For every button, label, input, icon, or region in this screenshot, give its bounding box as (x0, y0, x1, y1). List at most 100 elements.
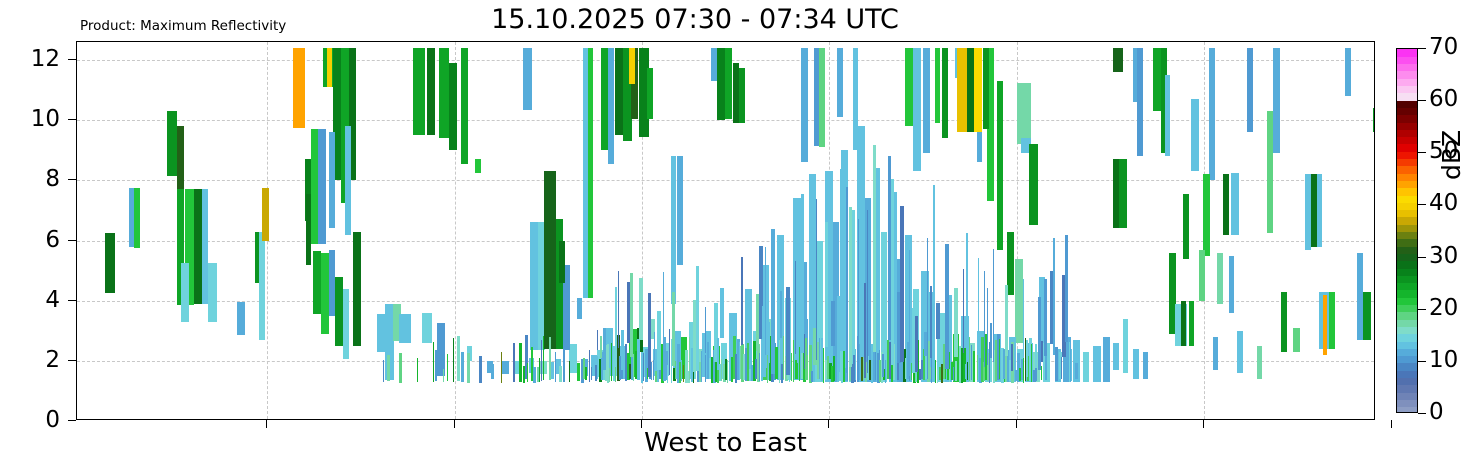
reflectivity-column (1229, 255, 1234, 313)
reflectivity-column (237, 302, 245, 336)
reflectivity-column (621, 330, 624, 370)
y-axis-tick (68, 179, 76, 181)
colorbar-tick (1418, 360, 1426, 362)
reflectivity-column (1035, 344, 1037, 369)
colorbar-segment (1397, 297, 1417, 306)
x-axis-tick (266, 420, 267, 428)
reflectivity-column (805, 337, 808, 381)
reflectivity-column (1065, 235, 1068, 343)
colorbar-segment (1397, 129, 1417, 138)
reflectivity-column (551, 361, 554, 379)
reflectivity-column (795, 359, 797, 380)
reflectivity-column (837, 295, 840, 372)
reflectivity-column (711, 48, 718, 82)
reflectivity-column (909, 249, 910, 376)
reflectivity-column (969, 342, 975, 382)
reflectivity-column (865, 362, 867, 382)
colorbar-segment (1397, 275, 1417, 284)
reflectivity-column (353, 231, 361, 346)
colorbar-title: dBZ (1437, 129, 1466, 180)
reflectivity-column (817, 240, 823, 382)
reflectivity-column (601, 351, 603, 381)
reflectivity-column (977, 330, 984, 382)
reflectivity-column (641, 352, 643, 383)
reflectivity-column (983, 48, 989, 130)
reflectivity-column (167, 111, 177, 176)
reflectivity-column (953, 333, 959, 382)
reflectivity-column (949, 369, 950, 383)
reflectivity-column (771, 229, 775, 375)
reflectivity-column (717, 48, 725, 121)
reflectivity-column (1021, 138, 1031, 154)
reflectivity-column (799, 347, 800, 382)
reflectivity-column (629, 48, 635, 85)
colorbar-segment (1397, 289, 1417, 298)
reflectivity-column (523, 48, 532, 110)
colorbar-segment (1397, 224, 1417, 233)
reflectivity-column (605, 327, 613, 376)
reflectivity-column (929, 367, 932, 379)
reflectivity-column (1038, 297, 1041, 371)
reflectivity-column (1005, 341, 1008, 383)
reflectivity-column (677, 344, 680, 383)
colorbar-tick (1418, 413, 1426, 414)
reflectivity-column (979, 358, 982, 383)
colorbar-segment (1397, 355, 1417, 364)
reflectivity-column (747, 342, 749, 382)
reflectivity-column (1003, 348, 1005, 380)
reflectivity-column (985, 333, 987, 380)
reflectivity-column (693, 300, 696, 373)
reflectivity-column (941, 363, 943, 383)
reflectivity-column (858, 218, 859, 342)
reflectivity-column (1363, 291, 1371, 340)
reflectivity-column (857, 336, 859, 382)
reflectivity-column (544, 171, 556, 349)
reflectivity-column (879, 360, 881, 383)
reflectivity-column (951, 361, 953, 380)
reflectivity-column (1041, 365, 1042, 381)
reflectivity-column (729, 370, 732, 381)
reflectivity-column (447, 353, 448, 381)
reflectivity-column (765, 246, 766, 355)
reflectivity-column (723, 364, 726, 383)
reflectivity-column (915, 315, 918, 373)
reflectivity-column (819, 337, 820, 380)
colorbar-segment (1397, 282, 1417, 291)
colorbar-segment (1397, 151, 1417, 160)
reflectivity-column (669, 328, 670, 375)
colorbar-segment (1397, 107, 1417, 116)
reflectivity-column (681, 359, 682, 381)
reflectivity-column (1199, 249, 1205, 301)
reflectivity-column (1317, 174, 1322, 247)
reflectivity-column (1050, 270, 1053, 345)
reflectivity-column (1017, 82, 1031, 145)
colorbar-segment (1397, 326, 1417, 335)
reflectivity-column (885, 360, 886, 384)
reflectivity-column (841, 150, 848, 382)
reflectivity-column (925, 333, 928, 380)
reflectivity-column (461, 352, 464, 383)
reflectivity-column (1033, 369, 1036, 382)
reflectivity-column (659, 365, 662, 380)
reflectivity-column (831, 301, 835, 346)
reflectivity-column (588, 48, 593, 298)
reflectivity-column (202, 189, 208, 304)
reflectivity-column (1293, 327, 1300, 352)
reflectivity-column (437, 323, 445, 376)
reflectivity-column (731, 357, 733, 383)
reflectivity-column (422, 312, 432, 343)
reflectivity-column (819, 48, 825, 148)
reflectivity-column (987, 352, 989, 381)
reflectivity-column (999, 339, 1000, 380)
reflectivity-heatmap (77, 42, 1374, 419)
reflectivity-column (609, 367, 610, 383)
reflectivity-column (600, 335, 602, 359)
reflectivity-column (1133, 348, 1139, 379)
reflectivity-column (306, 193, 311, 265)
colorbar-segment (1397, 238, 1417, 247)
reflectivity-column (629, 364, 632, 380)
colorbar-segment (1397, 348, 1417, 357)
reflectivity-column (687, 371, 690, 384)
reflectivity-column (751, 365, 753, 382)
reflectivity-column (1323, 294, 1327, 355)
